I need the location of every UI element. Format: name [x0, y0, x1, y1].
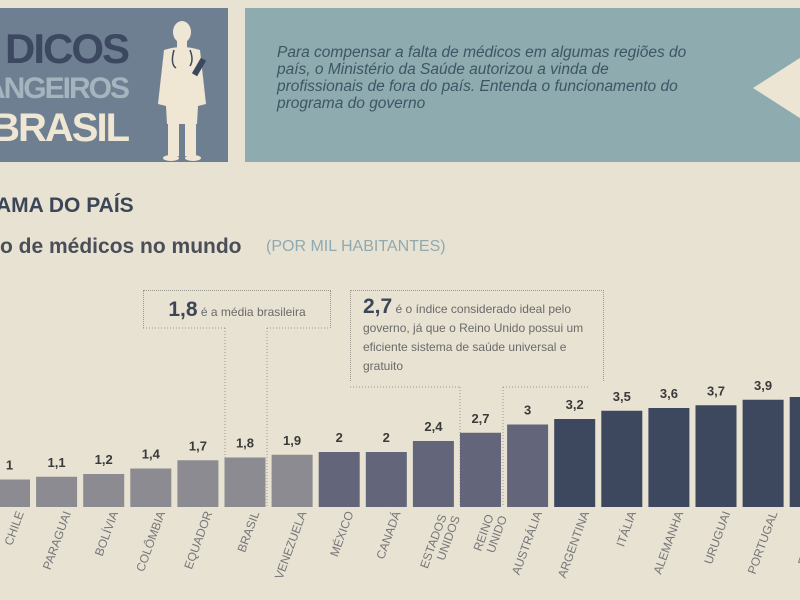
value-label: 1: [6, 458, 13, 473]
title-line-2: ANGEIROS: [0, 72, 130, 105]
title-line-3: BRASIL: [0, 106, 130, 150]
value-label: 1,2: [95, 452, 113, 467]
bar-reino-unido: [460, 432, 501, 507]
category-label: ITÁLIA: [612, 509, 639, 549]
bar-itália: [601, 410, 643, 507]
category-label: URUGUAI: [701, 509, 733, 566]
bar-colômbia: [130, 468, 172, 507]
category-label: PARAGUAI: [40, 509, 74, 571]
category-label: ESTADOS UNIDOS: [417, 509, 463, 574]
bar-chile: [0, 479, 30, 507]
category-label: BRASIL: [235, 509, 263, 554]
value-label: 2: [336, 430, 343, 445]
note-value: 1,8: [168, 298, 198, 321]
doctor-silhouette-icon: [158, 21, 207, 161]
value-label: 2,4: [424, 419, 443, 434]
bar-equador: [177, 460, 219, 507]
intro-panel: Para compensar a falta de médicos em alg…: [245, 8, 800, 162]
bar-argentina: [554, 419, 596, 507]
category-label: REINO UNIDO: [471, 509, 511, 557]
bar-paraguai: [36, 476, 78, 507]
value-label: 3,7: [707, 383, 725, 398]
bar-venezuela: [271, 454, 313, 507]
category-label: CANADÁ: [372, 509, 403, 561]
value-label: 2: [383, 430, 390, 445]
value-label: 3,6: [660, 386, 678, 401]
category-label: ESPANHA: [795, 509, 800, 567]
value-label: 1,1: [48, 455, 66, 470]
intro-text: Para compensar a falta de médicos em alg…: [277, 44, 687, 112]
bar-austrália: [507, 424, 549, 507]
chart-unit: (POR MIL HABITANTES): [266, 238, 446, 255]
bar-bolívia: [83, 474, 125, 507]
value-label: 3,9: [754, 378, 772, 393]
bar-alemanha: [648, 408, 690, 507]
category-label: COLÔMBIA: [132, 509, 168, 574]
bar-estados-unidos: [412, 441, 454, 507]
category-label: ALEMANHA: [650, 509, 686, 576]
category-label: ARGENTINA: [555, 509, 592, 580]
category-label: BOLÍVIA: [91, 509, 121, 558]
category-label: PORTUGAL: [745, 509, 781, 576]
value-label: 1,7: [189, 438, 207, 453]
header-title-panel: DICOS ANGEIROS BRASIL: [0, 8, 228, 162]
category-label: CHILE: [2, 509, 27, 547]
category-label: EQUADOR: [181, 509, 215, 571]
value-label: 3,5: [613, 389, 631, 404]
value-label: 1,4: [142, 447, 161, 462]
ideal-index-note: 2,7 é o índice considerado ideal pelo go…: [350, 290, 604, 381]
category-label: MÉXICO: [326, 509, 356, 559]
bar-portugal: [742, 399, 784, 507]
bar-uruguai: [695, 405, 737, 507]
note-text: é o índice considerado ideal pelo govern…: [363, 302, 584, 373]
bar-brasil: [224, 457, 266, 507]
chart-subtitle: o de médicos no mundo: [0, 235, 242, 258]
note-value: 2,7: [363, 295, 393, 318]
value-label: 1,9: [283, 433, 301, 448]
value-label: 3,2: [566, 397, 584, 412]
value-label: 2,7: [471, 411, 489, 426]
category-label: AUSTRÁLIA: [508, 509, 545, 577]
value-label: 3: [524, 403, 531, 418]
title-line-1: DICOS: [4, 25, 130, 72]
bar-canadá: [365, 452, 407, 507]
brasil-average-note: 1,8 é a média brasileira: [143, 290, 331, 328]
arrow-icon: [753, 56, 800, 120]
value-label: 1,8: [236, 436, 254, 451]
bar-méxico: [318, 452, 360, 507]
section-title: AMA DO PAÍS: [0, 194, 134, 217]
note-text: é a média brasileira: [200, 305, 306, 319]
bar-espanha: [789, 397, 800, 507]
category-label: VENEZUELA: [272, 509, 310, 581]
